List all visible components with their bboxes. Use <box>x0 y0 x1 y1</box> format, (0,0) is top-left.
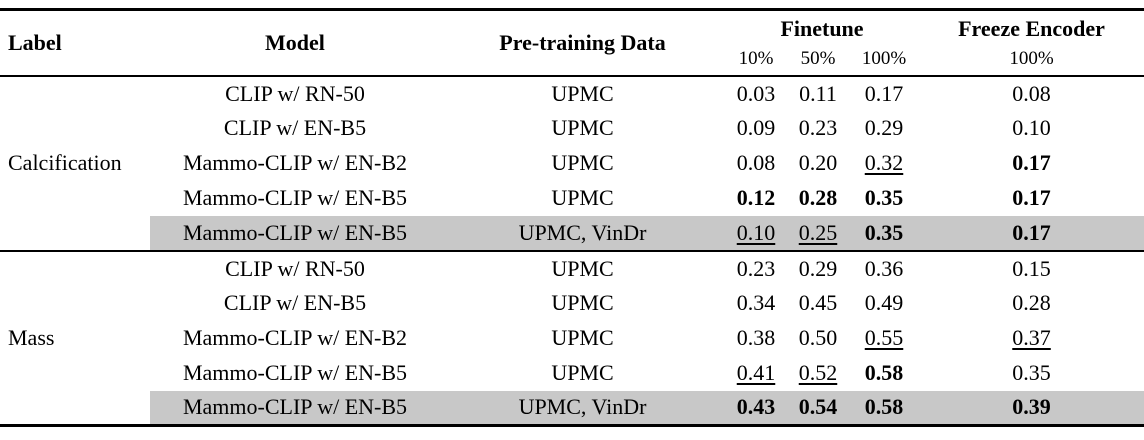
model-name: CLIP w/ EN-B5 <box>223 115 367 140</box>
model-name: Mammo-CLIP w/ EN-B2 <box>182 150 408 175</box>
finetune-100-value: 0.17 <box>864 80 904 106</box>
table-row: Mammo-CLIP w/ EN-B5 UPMC 0.41 0.52 0.58 … <box>0 356 1144 391</box>
group-calcification: Calcification CLIP w/ RN-50 UPMC 0.03 0.… <box>0 75 1144 251</box>
group-mass: Mass CLIP w/ RN-50 UPMC 0.23 0.29 0.36 0… <box>0 249 1144 426</box>
subheader-finetune-100pct: 100% <box>849 47 920 77</box>
table-row: Calcification CLIP w/ RN-50 UPMC 0.03 0.… <box>0 75 1144 251</box>
pretraining-data-value: UPMC <box>551 185 614 210</box>
freeze-encoder-value: 0.17 <box>1012 150 1051 175</box>
finetune-10-value: 0.38 <box>736 325 776 350</box>
model-name: Mammo-CLIP w/ EN-B2 <box>182 325 408 350</box>
header-row-fractions: 10% 50% 100% 100% <box>0 47 1144 77</box>
subheader-finetune-50pct: 50% <box>787 47 849 77</box>
model-name: Mammo-CLIP w/ EN-B5 <box>150 215 440 251</box>
freeze-encoder-value: 0.15 <box>919 249 1144 286</box>
finetune-10-value: 0.23 <box>725 249 787 286</box>
finetune-50-value: 0.50 <box>798 325 838 350</box>
finetune-50-value: 0.23 <box>798 115 838 140</box>
freeze-encoder-value: 0.17 <box>919 215 1144 251</box>
finetune-100-value: 0.55 <box>864 325 904 350</box>
subheader-freeze-100pct: 100% <box>919 47 1144 77</box>
finetune-100-value: 0.58 <box>849 390 920 426</box>
finetune-10-value: 0.41 <box>736 360 776 385</box>
model-name: CLIP w/ RN-50 <box>225 80 365 106</box>
finetune-10-value: 0.10 <box>725 215 787 251</box>
freeze-encoder-value: 0.28 <box>1012 290 1051 315</box>
finetune-10-value: 0.03 <box>736 80 776 106</box>
finetune-100-value: 0.35 <box>849 215 920 251</box>
table-row: Mass CLIP w/ RN-50 UPMC 0.23 0.29 0.36 0… <box>0 249 1144 426</box>
finetune-100-value: 0.29 <box>864 115 904 140</box>
table-row-highlighted: Mammo-CLIP w/ EN-B5 UPMC, VinDr 0.43 0.5… <box>0 390 1144 426</box>
finetune-10-value: 0.08 <box>736 150 776 175</box>
finetune-50-value: 0.52 <box>798 360 838 385</box>
table-row: Mammo-CLIP w/ EN-B2 UPMC 0.38 0.50 0.55 … <box>0 321 1144 356</box>
finetune-50-value: 0.29 <box>787 249 849 286</box>
pretraining-data-value: UPMC <box>551 325 614 350</box>
freeze-encoder-value: 0.10 <box>1012 115 1051 140</box>
finetune-100-value: 0.35 <box>864 185 904 210</box>
finetune-10-value: 0.34 <box>736 290 776 315</box>
freeze-encoder-value: 0.37 <box>1012 325 1051 350</box>
finetune-100-value: 0.49 <box>864 290 904 315</box>
model-name: Mammo-CLIP w/ EN-B5 <box>182 360 408 385</box>
results-table: Label Model Pre-training Data Finetune F… <box>0 8 1144 427</box>
finetune-50-value: 0.28 <box>798 185 838 210</box>
pretraining-data-value: UPMC <box>440 249 725 286</box>
table-row: CLIP w/ EN-B5 UPMC 0.34 0.45 0.49 0.28 <box>0 286 1144 321</box>
table-header: Label Model Pre-training Data Finetune F… <box>0 9 1144 77</box>
table-row: Mammo-CLIP w/ EN-B5 UPMC 0.12 0.28 0.35 … <box>0 181 1144 216</box>
finetune-50-value: 0.54 <box>787 390 849 426</box>
model-name: Mammo-CLIP w/ EN-B5 <box>150 390 440 426</box>
finetune-100-value: 0.32 <box>864 150 904 175</box>
column-header-finetune: Finetune <box>780 16 864 42</box>
finetune-100-value: 0.36 <box>849 249 920 286</box>
finetune-50-value: 0.25 <box>787 215 849 251</box>
pretraining-data-value: UPMC <box>551 360 614 385</box>
pretraining-data-value: UPMC <box>551 80 614 106</box>
pretraining-data-value: UPMC <box>551 150 614 175</box>
model-name: CLIP w/ RN-50 <box>150 249 440 286</box>
freeze-encoder-value: 0.35 <box>1012 360 1051 385</box>
group-label-mass: Mass <box>0 249 150 426</box>
freeze-encoder-value: 0.08 <box>1012 80 1051 106</box>
pretraining-data-value: UPMC, VinDr <box>440 215 725 251</box>
column-header-freeze-encoder: Freeze Encoder <box>958 16 1105 42</box>
subheader-finetune-10pct: 10% <box>725 47 787 77</box>
table-row: Mammo-CLIP w/ EN-B2 UPMC 0.08 0.20 0.32 … <box>0 146 1144 181</box>
pretraining-data-value: UPMC <box>551 115 614 140</box>
model-name: Mammo-CLIP w/ EN-B5 <box>182 185 408 210</box>
table-row-highlighted: Mammo-CLIP w/ EN-B5 UPMC, VinDr 0.10 0.2… <box>0 215 1144 251</box>
finetune-10-value: 0.43 <box>725 390 787 426</box>
finetune-50-value: 0.45 <box>798 290 838 315</box>
model-name: CLIP w/ EN-B5 <box>223 290 367 315</box>
finetune-10-value: 0.09 <box>736 115 776 140</box>
freeze-encoder-value: 0.39 <box>919 390 1144 426</box>
column-header-label: Label <box>0 9 150 77</box>
finetune-50-value: 0.20 <box>798 150 838 175</box>
finetune-100-value: 0.58 <box>864 360 904 385</box>
table-row: CLIP w/ EN-B5 UPMC 0.09 0.23 0.29 0.10 <box>0 111 1144 146</box>
header-row-main: Label Model Pre-training Data Finetune F… <box>0 9 1144 77</box>
group-label-calcification: Calcification <box>0 75 150 251</box>
column-header-pretraining-data: Pre-training Data <box>440 9 725 77</box>
freeze-encoder-value: 0.17 <box>1012 185 1051 210</box>
column-header-model: Model <box>150 9 440 77</box>
finetune-50-value: 0.11 <box>799 80 837 106</box>
finetune-10-value: 0.12 <box>736 185 776 210</box>
pretraining-data-value: UPMC, VinDr <box>440 390 725 426</box>
pretraining-data-value: UPMC <box>551 290 614 315</box>
